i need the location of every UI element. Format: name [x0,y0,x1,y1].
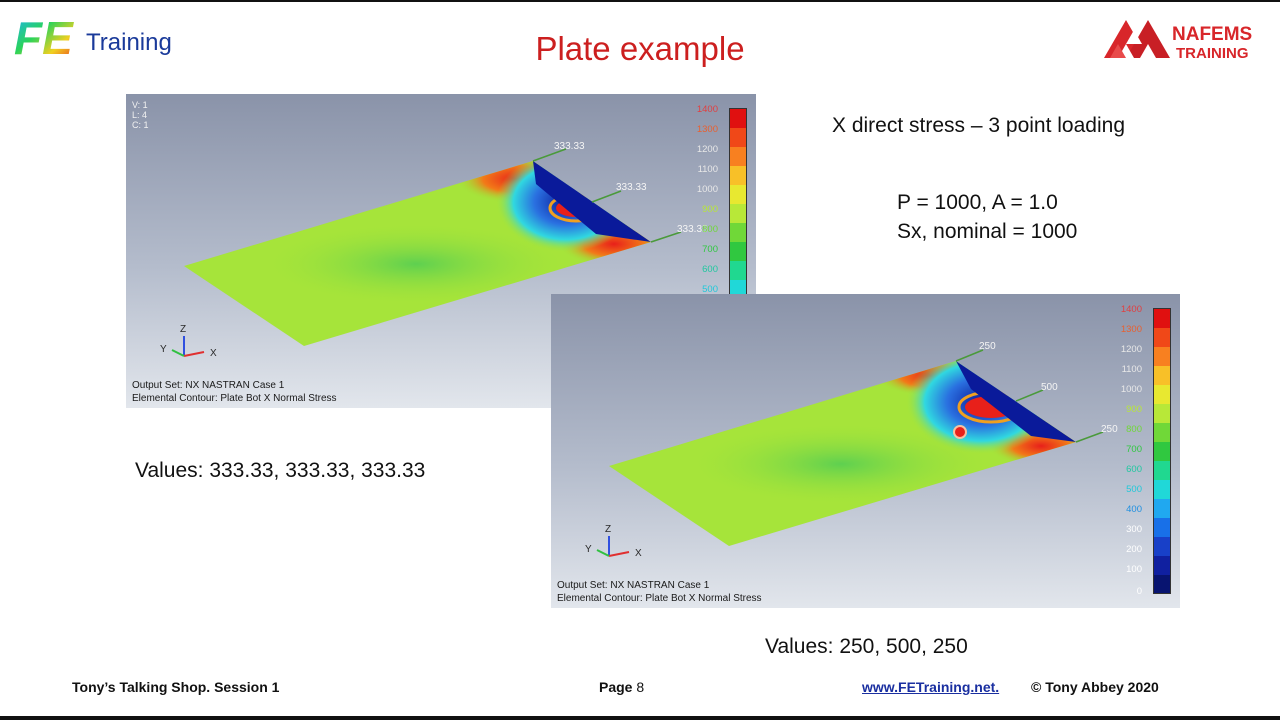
viewport-info-c: C: 1 [132,120,149,130]
legend-tick: 1300 [696,124,718,135]
legend-tick: 100 [1126,564,1142,575]
contour-label: Elemental Contour: Plate Bot X Normal St… [557,593,762,604]
legend-tick: 1300 [1120,324,1142,335]
plate-contour-1 [171,108,747,388]
legend-tick: 700 [1126,444,1142,455]
output-set-label: Output Set: NX NASTRAN Case 1 [132,380,285,391]
footer-session: Tony’s Talking Shop. Session 1 [72,679,280,695]
cursor-marker-icon [953,425,967,439]
fe-logo-letters: FE [14,12,74,64]
legend-tick: 200 [1126,544,1142,555]
values-case-2: Values: 250, 500, 250 [765,635,968,658]
legend-tick: 300 [1126,524,1142,535]
axis-triad-icon [171,336,205,357]
values-case-1: Values: 333.33, 333.33, 333.33 [135,459,426,482]
legend-tick: 400 [1126,504,1142,515]
legend-tick: 600 [702,264,718,275]
load-equation: P = 1000, A = 1.0 [897,191,1058,214]
nafems-training-logo: NAFEMS TRAINING [1100,18,1272,64]
copyright-notice: © Tony Abbey 2020 [1031,679,1159,695]
axis-y-label: Y [585,544,592,555]
page-number: 8 [636,679,645,695]
legend-tick: 700 [702,244,718,255]
training-logo-text: Training [86,29,172,56]
legend-tick: 1100 [1121,364,1142,375]
load-label-1: 333.33 [554,141,585,152]
stress-subtitle: X direct stress – 3 point loading [832,114,1125,137]
top-border [0,0,1280,2]
page-label: Page [599,679,633,695]
axis-z-label: Z [605,524,612,535]
slide-title: Plate example [535,30,745,67]
legend-tick: 500 [702,284,718,295]
legend-tick: 600 [1126,464,1142,475]
legend-tick: 1200 [1120,344,1142,355]
legend-tick: 1100 [697,164,718,175]
legend-tick: 500 [1126,484,1142,495]
legend-tick: 1000 [696,184,718,195]
nafems-triangle-mark [1104,20,1170,58]
load-label-1: 250 [979,341,996,352]
legend-tick: 1400 [1120,304,1142,315]
contour-label: Elemental Contour: Plate Bot X Normal St… [132,393,337,404]
website-link[interactable]: www.FETraining.net. [862,679,1000,695]
plate-contour-2 [596,308,1171,594]
legend-tick: 0 [1136,586,1142,597]
legend-tick: 1200 [696,144,718,155]
legend-tick: 900 [702,204,718,215]
legend-tick: 800 [1126,424,1142,435]
viewport-info-v: V: 1 [132,100,148,110]
axis-x-label: X [210,348,217,359]
bottom-border [0,716,1280,720]
load-label-3: 333.33 [677,224,708,235]
load-label-2: 500 [1041,382,1058,393]
viewport-info-l: L: 4 [132,110,148,120]
legend-tick: 1000 [1120,384,1142,395]
axis-x-label: X [635,548,642,559]
legend-tick: 1400 [696,104,718,115]
footer-page: Page 8 [599,679,644,695]
load-label-3: 250 [1101,424,1118,435]
stress-plot-panel-2: 250 500 250 Z Y X 1400 1300 1200 1100 10… [551,294,1180,608]
nafems-logo-text: NAFEMS [1172,24,1252,45]
axis-triad-icon [596,536,630,557]
output-set-label: Output Set: NX NASTRAN Case 1 [557,580,710,591]
nominal-stress-equation: Sx, nominal = 1000 [897,220,1078,243]
axis-y-label: Y [160,344,167,355]
fe-training-logo: FE Training [14,10,174,66]
nafems-training-text: TRAINING [1176,45,1249,62]
legend-tick: 900 [1126,404,1142,415]
load-label-2: 333.33 [616,182,647,193]
legend-tick: 800 [702,224,718,235]
color-legend-bar [1153,308,1171,594]
axis-z-label: Z [180,324,187,335]
